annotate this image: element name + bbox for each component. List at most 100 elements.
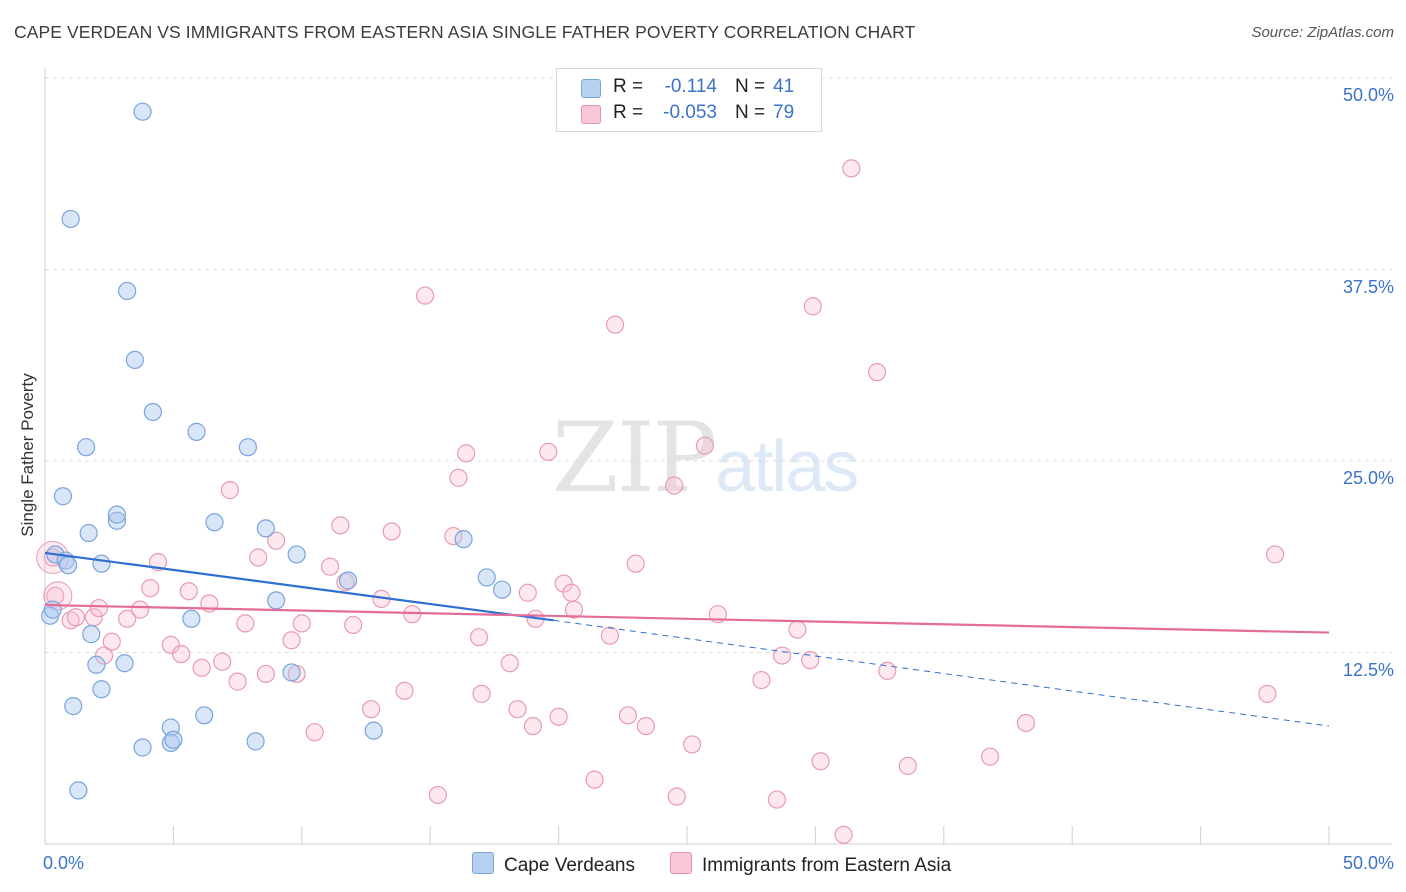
pink-point: [898, 756, 917, 775]
blue-point: [92, 680, 111, 699]
blue-point: [43, 600, 62, 619]
blue-point: [282, 663, 301, 682]
blue-point: [182, 609, 201, 628]
pink-point: [161, 635, 180, 654]
pink-point: [834, 825, 853, 844]
pink-point: [179, 582, 198, 601]
blue-point: [53, 487, 73, 506]
pink-point: [842, 159, 861, 178]
legend-n-value: 41: [773, 76, 795, 97]
pink-point: [66, 608, 85, 627]
pink-point: [585, 770, 604, 789]
pink-point: [415, 286, 435, 305]
pink-point: [472, 684, 491, 703]
pink-point: [508, 700, 527, 719]
blue-point: [364, 721, 383, 740]
pink-point: [539, 442, 558, 461]
pink-point: [118, 609, 137, 628]
pink-point: [867, 363, 887, 382]
pink-point: [500, 654, 519, 673]
y-axis-label: Single Father Poverty: [18, 373, 37, 537]
blue-point: [82, 625, 101, 644]
blue-point: [238, 438, 257, 457]
trend-line-cape-verdeans-extension: [553, 619, 1330, 727]
trend-line-cape-verdeans: [44, 551, 554, 622]
legend-n-value: 79: [773, 102, 795, 123]
blue-point: [454, 530, 473, 549]
blue-point: [107, 505, 127, 524]
pink-point: [172, 644, 191, 664]
pink-point: [636, 716, 656, 736]
blue-point: [287, 545, 306, 564]
pink-point: [292, 614, 311, 633]
pink-point: [1265, 545, 1285, 564]
blue-point: [118, 281, 137, 301]
pink-point: [1016, 713, 1036, 733]
y-tick-label: 12.5%: [1342, 659, 1394, 680]
legend-r-value: -0.114: [664, 76, 717, 97]
pink-point: [344, 615, 363, 635]
blue-point: [79, 523, 98, 543]
pink-point: [683, 735, 702, 754]
pink-point: [267, 531, 286, 550]
x-tick-label-min: 0.0%: [43, 853, 85, 873]
pink-point: [94, 646, 114, 665]
legend-n-label: N =: [735, 76, 766, 97]
pink-point: [228, 672, 247, 691]
pink-point: [518, 583, 537, 602]
y-tick-label: 25.0%: [1342, 468, 1394, 488]
x-tick-label-max: 50.0%: [1342, 853, 1394, 873]
blue-point: [107, 511, 127, 530]
blue-point: [115, 654, 134, 673]
pink-point: [89, 598, 109, 618]
axes: [44, 68, 1392, 845]
blue-point: [61, 209, 80, 229]
pink-point: [980, 747, 1000, 766]
legend-swatch-pink: [581, 105, 601, 124]
legend-n-label: N =: [735, 102, 766, 123]
blue-point: [205, 513, 224, 532]
blue-point: [69, 781, 88, 800]
trend-lines: [44, 551, 1330, 727]
grid-lines: [45, 77, 1392, 653]
blue-point: [267, 591, 286, 610]
blue-point: [133, 738, 152, 757]
pink-point: [220, 481, 239, 500]
pink-point: [767, 790, 786, 809]
pink-point: [130, 600, 150, 619]
blue-point: [143, 402, 162, 422]
blue-point: [87, 655, 106, 674]
blue-point: [195, 706, 214, 725]
blue-point: [187, 422, 206, 441]
pink-point: [788, 620, 807, 639]
pink-point: [362, 700, 381, 719]
pink-point: [331, 516, 350, 535]
pink-point: [772, 646, 792, 665]
pink-point: [618, 706, 638, 725]
blue-point: [64, 697, 83, 716]
bottom-legend-label: Cape Verdeans: [504, 855, 635, 876]
pink-point: [102, 632, 121, 651]
pink-point: [605, 315, 625, 334]
blue-point: [246, 732, 265, 751]
pink-point: [449, 468, 468, 487]
pink-point: [554, 574, 573, 593]
pink-point: [801, 651, 820, 670]
pink-point: [428, 785, 448, 805]
pink-point: [403, 605, 422, 624]
pink-point-large: [43, 581, 73, 611]
pink-point: [564, 600, 584, 619]
watermark: ZIPatlas: [552, 402, 859, 514]
legend-r-value: -0.053: [663, 102, 717, 123]
pink-point: [382, 522, 401, 541]
pink-point: [1258, 684, 1277, 703]
legend-r-label: R =: [613, 102, 644, 123]
blue-point: [161, 733, 180, 752]
chart-title: CAPE VERDEAN VS IMMIGRANTS FROM EASTERN …: [14, 22, 916, 42]
pink-point: [752, 670, 771, 690]
blue-point: [125, 350, 144, 369]
correlation-legend: R = -0.114 N = 41 R = -0.053 N = 79: [556, 68, 822, 132]
pink-point: [61, 611, 80, 630]
pink-point: [282, 631, 301, 650]
pink-point: [665, 476, 684, 495]
